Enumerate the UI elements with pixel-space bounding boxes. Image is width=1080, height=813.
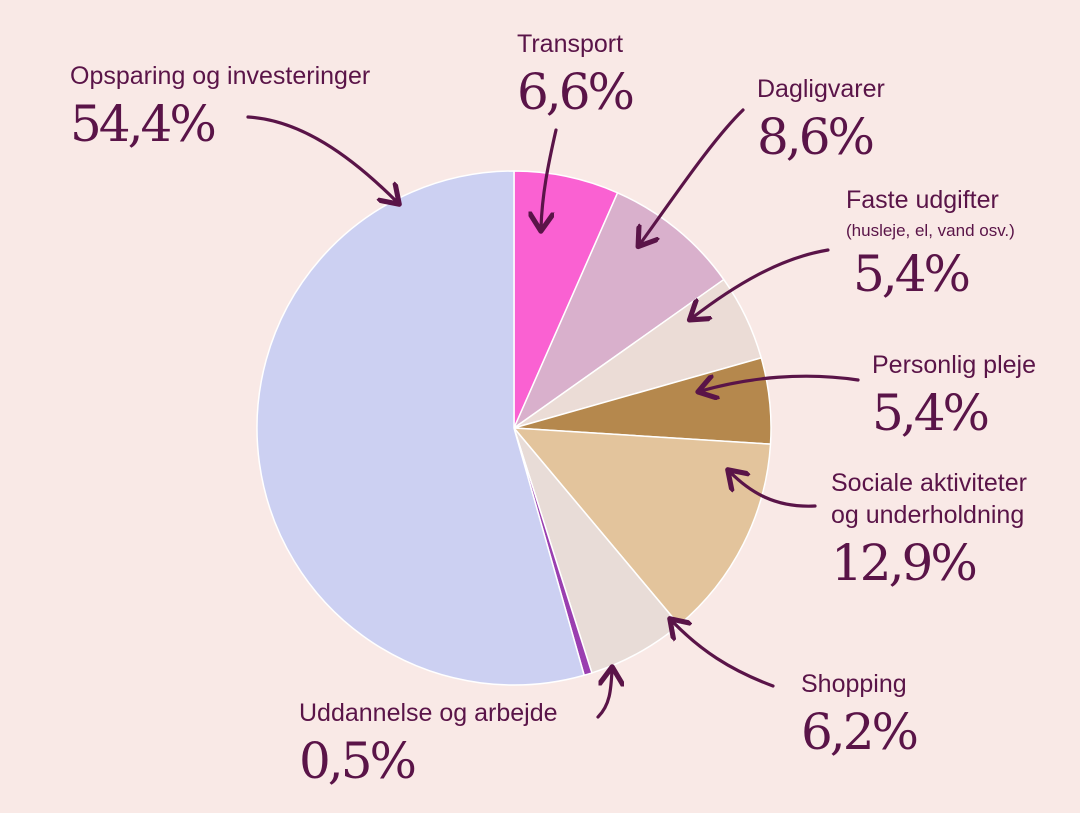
slice-value-shopping: 6,2% [801,703,919,761]
label-uddannelse: Uddannelse og arbejde 0,5% [299,697,558,789]
slice-name-personlig-pleje: Personlig pleje [872,351,1036,379]
arrow-dagligvarer [640,108,745,244]
arrow-personlig-pleje [701,376,860,391]
pie-slice-dagligvarer [513,192,725,429]
label-shopping: Shopping 6,2% [801,668,919,761]
pie-slice-sociale-aktiviteter-og-underholdning [513,427,772,626]
slice-name-shopping: Shopping [801,670,907,698]
arrow-faste-udgifter [692,248,830,318]
slice-value-transport: 6,6% [517,63,635,121]
slice-name-transport: Transport [517,30,624,58]
slice-name-dagligvarer: Dagligvarer [757,75,885,103]
arrow-uddannelse [596,670,612,719]
label-faste-udgifter: Faste udgifter (husleje, el, vand osv.) … [846,184,1015,302]
slice-value-sociale: 12,9% [831,534,978,592]
slice-name-uddannelse: Uddannelse og arbejde [299,699,558,727]
slice-name-faste-udgifter: Faste udgifter [846,186,999,214]
slice-value-personlig-pleje: 5,4% [872,384,990,442]
label-opsparing: Opsparing og investeringer 54,4% [70,60,370,152]
label-dagligvarer: Dagligvarer 8,6% [757,73,885,165]
slice-name-opsparing: Opsparing og investeringer [70,62,371,90]
arrow-sociale [730,472,817,508]
slice-value-opsparing: 54,4% [70,95,217,153]
label-personlig-pleje: Personlig pleje 5,4% [872,349,1036,441]
slice-value-faste-udgifter: 5,4% [853,245,971,303]
slice-name-sociale: Sociale aktiviteter og underholdning [831,469,1027,529]
slice-value-uddannelse: 0,5% [299,732,417,790]
arrow-opsparing [246,115,397,202]
arrow-shopping [672,621,775,688]
label-transport: Transport 6,6% [517,28,635,121]
label-sociale: Sociale aktiviteter og underholdning 12,… [831,467,1031,591]
arrow-transport [541,128,558,228]
slice-value-dagligvarer: 8,6% [757,108,875,166]
slice-sublabel-faste-udgifter: (husleje, el, vand osv.) [846,221,1015,240]
